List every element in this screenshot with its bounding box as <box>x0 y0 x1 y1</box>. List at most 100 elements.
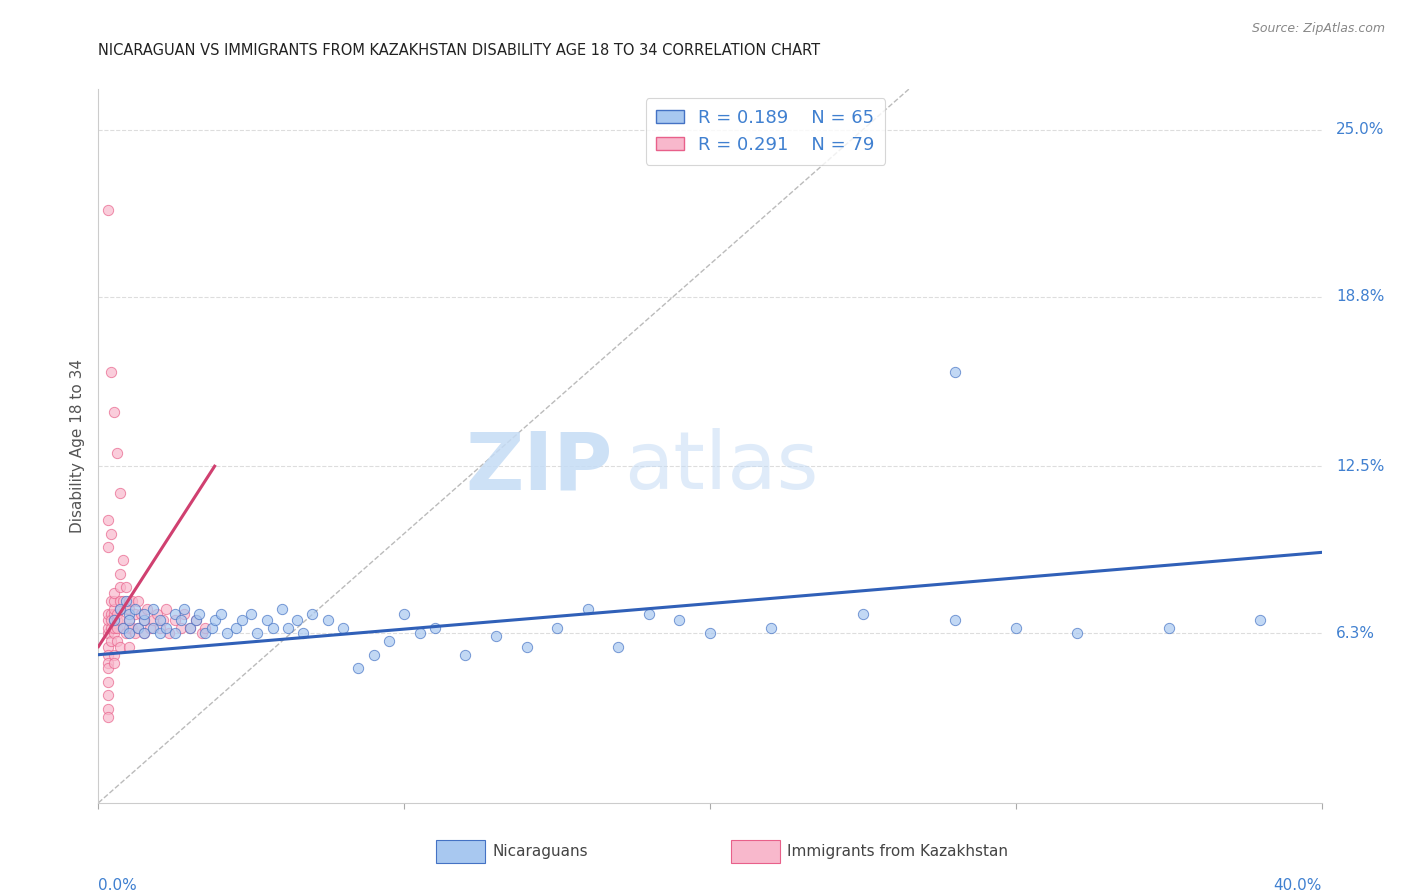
Point <box>173 607 195 622</box>
Point <box>103 586 125 600</box>
Point <box>97 203 120 218</box>
Point <box>155 602 177 616</box>
Point <box>124 626 146 640</box>
Point <box>100 526 122 541</box>
Point <box>97 540 120 554</box>
Point <box>454 648 477 662</box>
Point <box>142 621 165 635</box>
Y-axis label: Disability Age 18 to 34: Disability Age 18 to 34 <box>70 359 86 533</box>
Point <box>378 634 401 648</box>
Point <box>262 621 284 635</box>
Point <box>118 613 141 627</box>
Point <box>392 607 416 622</box>
Point <box>118 607 141 622</box>
Point <box>127 621 149 635</box>
Point <box>155 621 177 635</box>
Point <box>97 607 120 622</box>
Point <box>225 621 247 635</box>
Point <box>943 365 966 379</box>
Legend: R = 0.189    N = 65, R = 0.291    N = 79: R = 0.189 N = 65, R = 0.291 N = 79 <box>645 98 886 165</box>
Point <box>97 701 120 715</box>
Point <box>943 613 966 627</box>
Point <box>134 613 156 627</box>
Point <box>363 648 385 662</box>
Point <box>134 613 156 627</box>
Point <box>188 607 211 622</box>
Point <box>157 626 180 640</box>
Point <box>668 613 690 627</box>
Point <box>100 607 122 622</box>
Point <box>97 688 120 702</box>
Point <box>170 621 193 635</box>
Point <box>108 486 131 500</box>
Point <box>637 607 661 622</box>
Point <box>115 626 138 640</box>
Point <box>546 621 568 635</box>
Point <box>134 626 156 640</box>
Point <box>129 607 152 622</box>
Text: 12.5%: 12.5% <box>1336 458 1385 474</box>
Point <box>108 602 131 616</box>
Point <box>1157 621 1180 635</box>
Point <box>100 365 122 379</box>
Point <box>121 594 143 608</box>
Point <box>285 613 308 627</box>
Point <box>103 626 125 640</box>
Point <box>100 594 122 608</box>
Point <box>100 621 122 635</box>
Point <box>127 594 149 608</box>
Text: NICARAGUAN VS IMMIGRANTS FROM KAZAKHSTAN DISABILITY AGE 18 TO 34 CORRELATION CHA: NICARAGUAN VS IMMIGRANTS FROM KAZAKHSTAN… <box>98 43 821 58</box>
Point <box>186 613 208 627</box>
Point <box>607 640 630 654</box>
Point <box>118 626 141 640</box>
Point <box>111 621 134 635</box>
Point <box>100 613 122 627</box>
Point <box>139 621 162 635</box>
Point <box>332 621 354 635</box>
Text: Nicaraguans: Nicaraguans <box>492 845 588 859</box>
Point <box>103 621 125 635</box>
Point <box>97 709 120 723</box>
Point <box>103 607 125 622</box>
Point <box>111 621 134 635</box>
Point <box>191 626 214 640</box>
Point <box>108 602 131 616</box>
Text: 40.0%: 40.0% <box>1274 879 1322 892</box>
Point <box>1066 626 1088 640</box>
Point <box>134 607 156 622</box>
Point <box>108 613 131 627</box>
Point <box>145 607 167 622</box>
Point <box>149 613 172 627</box>
Text: atlas: atlas <box>624 428 818 507</box>
Point <box>246 626 269 640</box>
Point <box>852 607 875 622</box>
Point <box>115 580 138 594</box>
Point <box>759 621 782 635</box>
Point <box>142 602 165 616</box>
Point <box>423 621 446 635</box>
Point <box>103 405 125 419</box>
Point <box>103 648 125 662</box>
Point <box>118 640 141 654</box>
Point <box>108 594 131 608</box>
Point <box>124 607 146 622</box>
Point <box>115 594 138 608</box>
Point <box>103 594 125 608</box>
Text: ZIP: ZIP <box>465 428 612 507</box>
Point <box>105 634 128 648</box>
Point <box>118 594 141 608</box>
Text: Source: ZipAtlas.com: Source: ZipAtlas.com <box>1251 22 1385 36</box>
Point <box>516 640 538 654</box>
Point <box>124 602 146 616</box>
Point <box>127 621 149 635</box>
Point <box>179 621 201 635</box>
Point <box>215 626 238 640</box>
Point <box>115 602 138 616</box>
Point <box>105 613 128 627</box>
Point <box>142 613 165 627</box>
Point <box>1004 621 1026 635</box>
Point <box>97 513 120 527</box>
Point <box>170 613 193 627</box>
Point <box>103 602 125 616</box>
Point <box>186 613 208 627</box>
